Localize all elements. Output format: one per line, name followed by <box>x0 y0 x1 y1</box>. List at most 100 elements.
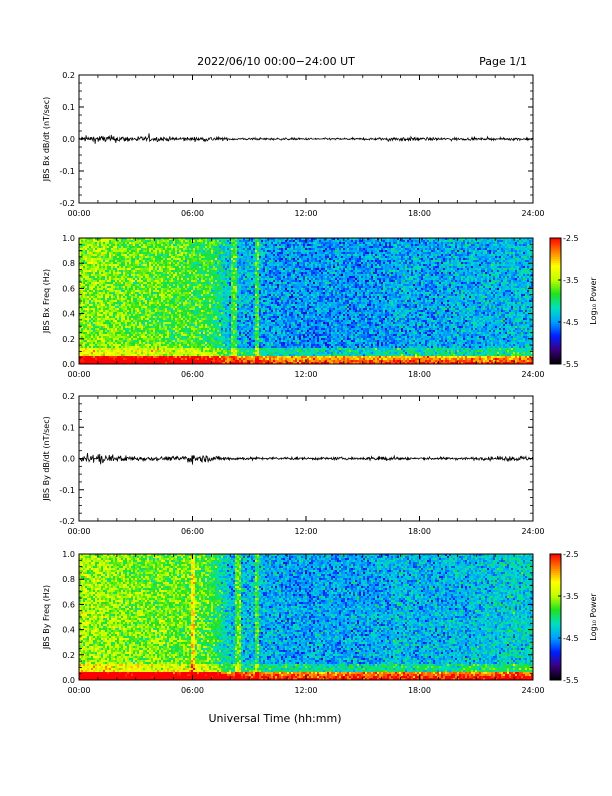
heatmap-cell <box>165 320 167 322</box>
heatmap-cell <box>133 338 135 340</box>
heatmap-cell <box>199 244 201 246</box>
heatmap-cell <box>223 338 225 340</box>
heatmap-cell <box>157 276 159 278</box>
heatmap-cell <box>211 280 213 282</box>
heatmap-cell <box>185 340 187 342</box>
heatmap-cell <box>217 246 219 248</box>
heatmap-cell <box>191 252 193 254</box>
heatmap-cell <box>225 282 227 284</box>
heatmap-cell <box>151 280 153 282</box>
heatmap-cell <box>205 264 207 266</box>
heatmap-cell <box>137 310 139 312</box>
heatmap-cell <box>107 294 109 296</box>
heatmap-cell <box>161 320 163 322</box>
heatmap-cell <box>85 336 87 338</box>
heatmap-cell <box>153 310 155 312</box>
heatmap-cell <box>135 328 137 330</box>
heatmap-cell <box>211 328 213 330</box>
heatmap-cell <box>163 306 165 308</box>
heatmap-cell <box>229 260 231 262</box>
heatmap-cell <box>89 250 91 252</box>
heatmap-cell <box>189 264 191 266</box>
heatmap-cell <box>149 240 151 242</box>
heatmap-cell <box>185 254 187 256</box>
heatmap-cell <box>97 340 99 342</box>
heatmap-cell <box>117 294 119 296</box>
heatmap-cell <box>161 358 163 360</box>
heatmap-cell <box>85 296 87 298</box>
heatmap-cell <box>169 316 171 318</box>
heatmap-cell <box>151 260 153 262</box>
heatmap-cell <box>183 304 185 306</box>
heatmap-cell <box>113 358 115 360</box>
heatmap-cell <box>201 264 203 266</box>
heatmap-cell <box>179 252 181 254</box>
heatmap-cell <box>85 310 87 312</box>
heatmap-cell <box>115 250 117 252</box>
heatmap-cell <box>211 246 213 248</box>
heatmap-cell <box>217 326 219 328</box>
heatmap-cell <box>171 290 173 292</box>
heatmap-cell <box>207 264 209 266</box>
heatmap-cell <box>161 250 163 252</box>
heatmap-cell <box>115 300 117 302</box>
y-tick-label: -0.2 <box>59 199 75 208</box>
heatmap-cell <box>117 348 119 350</box>
heatmap-cell <box>133 246 135 248</box>
heatmap-cell <box>219 340 221 342</box>
heatmap-cell <box>173 342 175 344</box>
heatmap-cell <box>163 318 165 320</box>
heatmap-cell <box>123 320 125 322</box>
heatmap-cell <box>149 316 151 318</box>
heatmap-cell <box>127 318 129 320</box>
heatmap-cell <box>203 288 205 290</box>
heatmap-cell <box>99 250 101 252</box>
heatmap-cell <box>133 286 135 288</box>
heatmap-cell <box>197 358 199 360</box>
heatmap-cell <box>157 360 159 362</box>
heatmap-cell <box>173 308 175 310</box>
heatmap-cell <box>231 316 233 318</box>
heatmap-cell <box>161 240 163 242</box>
heatmap-cell <box>91 274 93 276</box>
heatmap-cell <box>113 246 115 248</box>
heatmap-cell <box>129 246 131 248</box>
heatmap-cell <box>83 264 85 266</box>
heatmap-cell <box>153 356 155 358</box>
heatmap-cell <box>127 288 129 290</box>
heatmap-cell <box>189 324 191 326</box>
heatmap-cell <box>139 340 141 342</box>
heatmap-cell <box>101 332 103 334</box>
heatmap-cell <box>115 350 117 352</box>
heatmap-cell <box>169 302 171 304</box>
figure-title: 2022/06/10 00:00−24:00 UT <box>197 55 355 68</box>
heatmap-cell <box>165 336 167 338</box>
heatmap-cell <box>131 250 133 252</box>
heatmap-cell <box>185 330 187 332</box>
heatmap-cell <box>185 310 187 312</box>
heatmap-cell <box>109 342 111 344</box>
heatmap-cell <box>149 272 151 274</box>
heatmap-cell <box>153 358 155 360</box>
heatmap-cell <box>213 252 215 254</box>
heatmap-cell <box>211 320 213 322</box>
heatmap-cell <box>163 346 165 348</box>
heatmap-cell <box>157 294 159 296</box>
heatmap-cell <box>197 302 199 304</box>
heatmap-cell <box>229 342 231 344</box>
heatmap-cell <box>215 320 217 322</box>
heatmap-cell <box>149 326 151 328</box>
heatmap-cell <box>105 318 107 320</box>
heatmap-cell <box>205 302 207 304</box>
heatmap-cell <box>133 264 135 266</box>
heatmap-cell <box>141 350 143 352</box>
heatmap-cell <box>95 352 97 354</box>
heatmap-cell <box>223 342 225 344</box>
heatmap-cell <box>197 308 199 310</box>
heatmap-cell <box>135 248 137 250</box>
heatmap-cell <box>151 278 153 280</box>
heatmap-cell <box>171 324 173 326</box>
heatmap-cell <box>107 264 109 266</box>
heatmap-cell <box>87 260 89 262</box>
heatmap-cell <box>199 294 201 296</box>
